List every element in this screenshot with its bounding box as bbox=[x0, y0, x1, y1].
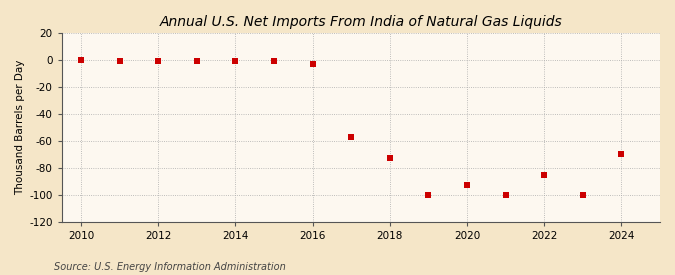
Text: Source: U.S. Energy Information Administration: Source: U.S. Energy Information Administ… bbox=[54, 262, 286, 272]
Title: Annual U.S. Net Imports From India of Natural Gas Liquids: Annual U.S. Net Imports From India of Na… bbox=[159, 15, 562, 29]
Y-axis label: Thousand Barrels per Day: Thousand Barrels per Day bbox=[15, 60, 25, 195]
